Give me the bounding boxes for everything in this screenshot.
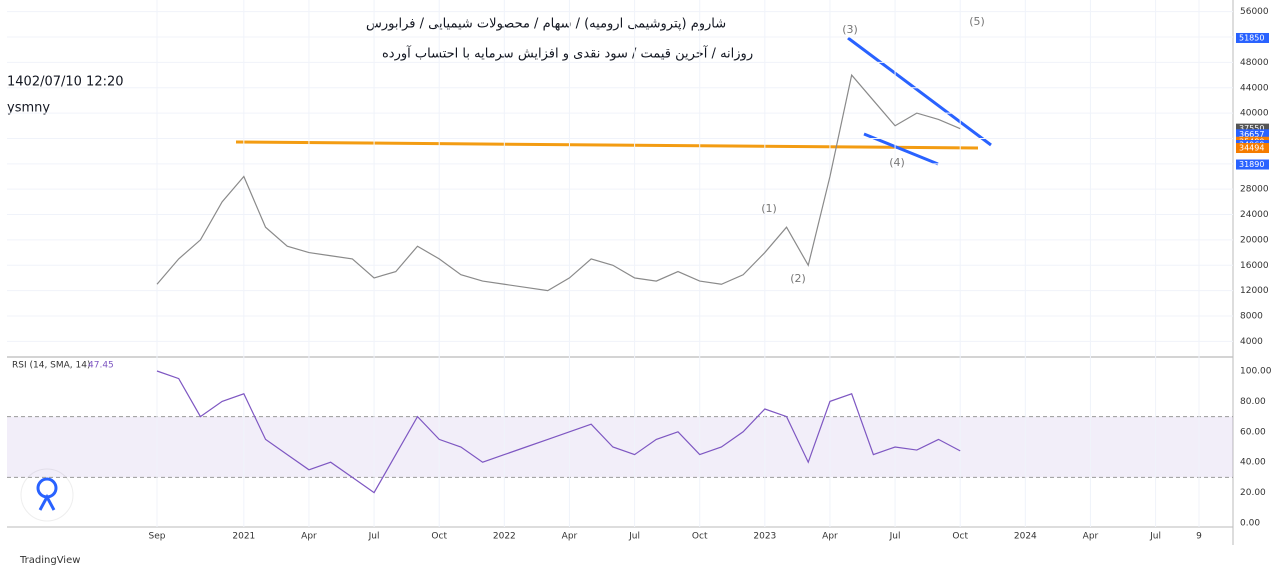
series-line — [156, 370, 961, 494]
price-tag — [1236, 32, 1269, 43]
x-tick-label: 9 — [1196, 532, 1202, 542]
x-tick-label: Jul — [889, 532, 901, 542]
rsi-title: RSI (14, SMA, 14) — [12, 361, 91, 371]
y-tick-label: 80.00 — [1240, 397, 1266, 407]
x-tick-label: 2024 — [1014, 532, 1037, 542]
price-tag-label: 31890 — [1239, 160, 1264, 169]
x-tick-label: Jul — [628, 532, 640, 542]
support-line — [235, 140, 979, 150]
wedge-upper — [847, 36, 992, 147]
x-tick-label: Oct — [952, 532, 968, 542]
y-tick-label: 0.00 — [1240, 519, 1260, 529]
x-tick-label: Apr — [301, 532, 317, 542]
price-tag-label: 34494 — [1239, 144, 1264, 153]
subtitle: روزانه / آخرین قیمت / سود نقدی و افزایش … — [382, 45, 753, 62]
wave-label: (3) — [842, 23, 858, 36]
logo-stem — [38, 493, 56, 511]
wave-label: (2) — [790, 272, 806, 285]
rsi-value: 47.45 — [88, 361, 114, 371]
series-line — [156, 73, 961, 292]
y-tick-label: 4000 — [1240, 337, 1263, 347]
brand: TradingView — [19, 555, 80, 566]
y-tick-label: 20.00 — [1240, 488, 1266, 498]
price-tag — [1236, 123, 1269, 134]
x-tick-label: 2023 — [753, 532, 776, 542]
x-tick-label: 2021 — [232, 532, 255, 542]
y-tick-label: 12000 — [1240, 286, 1269, 296]
y-tick-label: 100.00 — [1240, 367, 1272, 377]
x-tick-label: Jul — [1149, 532, 1161, 542]
wave-label: (5) — [969, 15, 985, 28]
x-tick-label: Apr — [562, 532, 578, 542]
x-tick-label: Sep — [149, 532, 166, 542]
wave-label: (4) — [889, 156, 905, 169]
y-tick-label: 48000 — [1240, 58, 1269, 68]
y-tick-label: 56000 — [1240, 7, 1269, 17]
rsi-band — [7, 416, 1233, 478]
wave-label: (1) — [761, 202, 777, 215]
y-tick-label: 60.00 — [1240, 427, 1266, 437]
y-tick-label: 24000 — [1240, 210, 1269, 220]
datetime: 1402/07/10 12:20 — [7, 75, 124, 90]
x-tick-label: 2022 — [493, 532, 516, 542]
x-tick-label: Apr — [822, 532, 838, 542]
y-tick-label: 44000 — [1240, 83, 1269, 93]
price-tag — [1236, 129, 1269, 140]
y-tick-label: 40000 — [1240, 109, 1269, 119]
x-tick-label: Oct — [431, 532, 447, 542]
author: ysmny — [7, 101, 50, 116]
price-tag — [1236, 143, 1269, 154]
y-tick-label: 8000 — [1240, 311, 1263, 321]
price-tag-label: 37550 — [1239, 124, 1264, 133]
x-tick-label: Apr — [1083, 532, 1099, 542]
price-tag — [1236, 159, 1269, 170]
y-tick-label: 28000 — [1240, 185, 1269, 195]
price-tag-label: 51850 — [1239, 33, 1264, 42]
y-tick-label: 40.00 — [1240, 458, 1266, 468]
y-tick-label: 16000 — [1240, 261, 1269, 271]
price-tag-label: 36657 — [1239, 130, 1264, 139]
wedge-lower — [863, 132, 939, 166]
title: شاروم (پتروشیمی ارومیه) / سهام / محصولات… — [366, 17, 726, 32]
x-tick-label: Oct — [692, 532, 708, 542]
y-tick-label: 20000 — [1240, 235, 1269, 245]
x-tick-label: Jul — [368, 532, 380, 542]
